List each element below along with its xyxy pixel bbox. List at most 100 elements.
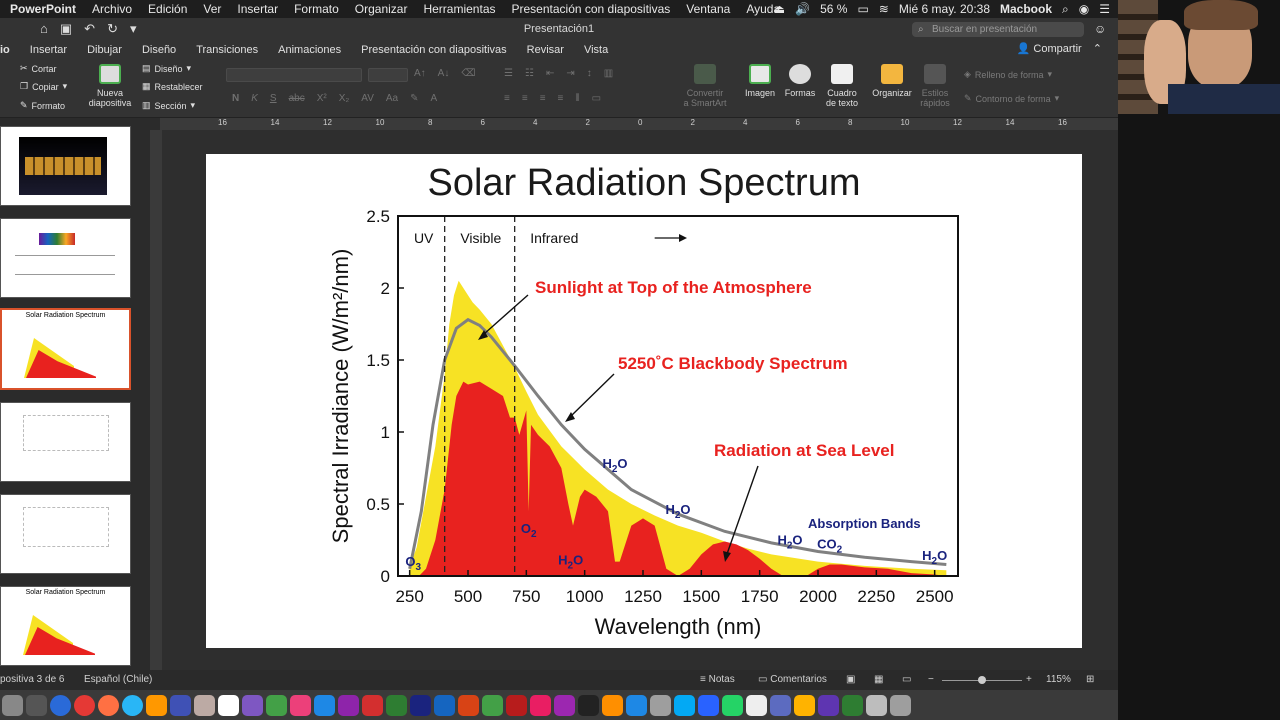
trash-icon[interactable] <box>890 694 911 716</box>
italic-button[interactable]: K <box>251 93 258 104</box>
smiley-feedback-icon[interactable]: ☺ <box>1094 22 1107 36</box>
app-icon[interactable] <box>170 694 191 716</box>
app-icon[interactable] <box>266 694 287 716</box>
wifi-icon[interactable]: ≋ <box>878 2 889 16</box>
app-icon[interactable] <box>314 694 335 716</box>
tab-transiciones[interactable]: Transiciones <box>196 44 259 56</box>
tab-dibujar[interactable]: Dibujar <box>87 44 122 56</box>
share-button[interactable]: 👤 Compartir ⌃ <box>1017 42 1102 55</box>
tab-animaciones[interactable]: Animaciones <box>278 44 342 56</box>
convert-smartart-button[interactable]: Convertir a SmartArt <box>680 64 730 108</box>
reading-view-icon[interactable]: ▭ <box>902 674 912 685</box>
launchpad-icon[interactable] <box>26 694 47 716</box>
bold-button[interactable]: N <box>232 93 240 104</box>
skype-icon[interactable] <box>674 694 695 716</box>
menu-organizar[interactable]: Organizar <box>354 2 408 16</box>
section-button[interactable]: ▥ Sección ▾ <box>142 100 195 111</box>
app-icon[interactable] <box>746 694 767 716</box>
justify-icon[interactable]: ≡ <box>557 93 564 104</box>
format-painter-button[interactable]: ✎ Formato <box>20 100 65 111</box>
superscript-button[interactable]: X² <box>316 93 327 104</box>
slide-thumb-2[interactable] <box>0 218 131 298</box>
shrink-font-icon[interactable]: A↓ <box>437 68 450 79</box>
shape-outline-button[interactable]: ✎ Contorno de forma ▾ <box>964 93 1059 104</box>
cut-button[interactable]: ✂ Cortar <box>20 63 57 74</box>
pdf-icon[interactable] <box>362 694 383 716</box>
app-icon[interactable] <box>842 694 863 716</box>
menu-archivo[interactable]: Archivo <box>92 2 133 16</box>
subscript-button[interactable]: X₂ <box>338 93 350 104</box>
menu-presentacion[interactable]: Presentación con diapositivas <box>511 2 671 16</box>
word-icon[interactable] <box>434 694 455 716</box>
tab-vista[interactable]: Vista <box>583 44 609 56</box>
search-input[interactable]: ⌕ Buscar en presentación <box>912 22 1084 37</box>
slide-thumb-3[interactable]: Solar Radiation Spectrum <box>0 308 131 390</box>
tab-revisar[interactable]: Revisar <box>526 44 564 56</box>
app-icon[interactable] <box>194 694 215 716</box>
spotlight-icon[interactable]: ⌕ <box>1062 1 1069 16</box>
strike-button[interactable]: abc <box>288 93 305 104</box>
slide-thumb-5[interactable] <box>0 494 131 574</box>
finder-icon[interactable] <box>2 694 23 716</box>
slide-thumb-1[interactable] <box>0 126 131 206</box>
tv-icon[interactable] <box>578 694 599 716</box>
home-icon[interactable]: ⌂ <box>40 21 48 36</box>
copy-button[interactable]: ❐ Copiar ▾ <box>20 81 67 92</box>
shape-fill-button[interactable]: ◈ Relleno de forma ▾ <box>964 69 1052 80</box>
user-name[interactable]: Macbook <box>1000 2 1053 16</box>
tab-inicio[interactable]: io <box>0 44 10 56</box>
zoom-out-icon[interactable]: − <box>928 674 934 685</box>
document-icon[interactable] <box>866 694 887 716</box>
current-slide[interactable]: UV Visible Infrared 0 0.5 1 1.5 2 2.5 250 500 750 10… <box>206 154 1082 648</box>
teams-icon[interactable] <box>818 694 839 716</box>
zoom-slider[interactable] <box>942 676 1022 684</box>
excel-icon[interactable] <box>386 694 407 716</box>
align-right-icon[interactable]: ≡ <box>539 93 546 104</box>
menu-herramientas[interactable]: Herramientas <box>423 2 496 16</box>
align-text-icon[interactable]: ▭ <box>591 93 602 104</box>
clock[interactable]: Mié 6 may. 20:38 <box>898 2 990 16</box>
arrange-button[interactable]: Organizar <box>870 64 914 98</box>
layout-button[interactable]: ▤ Diseño ▾ <box>142 63 191 74</box>
slide-thumb-6[interactable]: Solar Radiation Spectrum <box>0 586 131 666</box>
textbox-button[interactable]: Cuadro de texto <box>822 64 862 108</box>
menu-app-name[interactable]: PowerPoint <box>10 2 77 16</box>
numbering-icon[interactable]: ☷ <box>524 68 534 79</box>
clear-format-icon[interactable]: ⌫ <box>461 68 476 79</box>
menu-ayuda[interactable]: Ayuda <box>746 2 781 16</box>
image-button[interactable]: Imagen <box>742 64 778 98</box>
app-store-icon[interactable] <box>626 694 647 716</box>
books-icon[interactable] <box>602 694 623 716</box>
firefox-icon[interactable] <box>98 694 119 716</box>
menu-ver[interactable]: Ver <box>203 2 222 16</box>
battery-icon[interactable]: ▭ <box>857 2 869 16</box>
zoom-icon[interactable] <box>698 694 719 716</box>
comments-button[interactable]: ▭ Comentarios <box>758 674 827 685</box>
grow-font-icon[interactable]: A↑ <box>414 68 426 79</box>
app-icon[interactable] <box>794 694 815 716</box>
menu-formato[interactable]: Formato <box>294 2 339 16</box>
highlight-icon[interactable]: ✎ <box>410 93 419 104</box>
chrome-icon[interactable] <box>74 694 95 716</box>
shapes-button[interactable]: Formas <box>782 64 818 98</box>
slide-thumb-4[interactable] <box>0 402 131 482</box>
zoom-level[interactable]: 115% <box>1046 674 1071 685</box>
zoom-in-icon[interactable]: + <box>1026 674 1032 685</box>
normal-view-icon[interactable]: ▣ <box>846 674 856 685</box>
slide-title[interactable]: Solar Radiation Spectrum <box>427 162 861 204</box>
line-spacing-icon[interactable]: ↕ <box>586 68 592 79</box>
calendar-icon[interactable] <box>218 694 239 716</box>
align-left-icon[interactable]: ≡ <box>504 93 510 104</box>
podcasts-icon[interactable] <box>554 694 575 716</box>
system-preferences-icon[interactable] <box>650 694 671 716</box>
fit-slide-icon[interactable]: ⊞ <box>1086 674 1095 685</box>
tab-diseno[interactable]: Diseño <box>141 44 177 56</box>
app-icon[interactable] <box>242 694 263 716</box>
menu-insertar[interactable]: Insertar <box>237 2 279 16</box>
undo-icon[interactable]: ↶ <box>84 21 96 36</box>
volume-icon[interactable]: 🔊 <box>795 2 811 16</box>
reset-button[interactable]: ▦ Restablecer <box>142 81 203 92</box>
powerpoint-icon[interactable] <box>458 694 479 716</box>
redo-icon[interactable]: ↻ <box>107 21 118 36</box>
save-icon[interactable]: ▣ <box>59 21 73 36</box>
